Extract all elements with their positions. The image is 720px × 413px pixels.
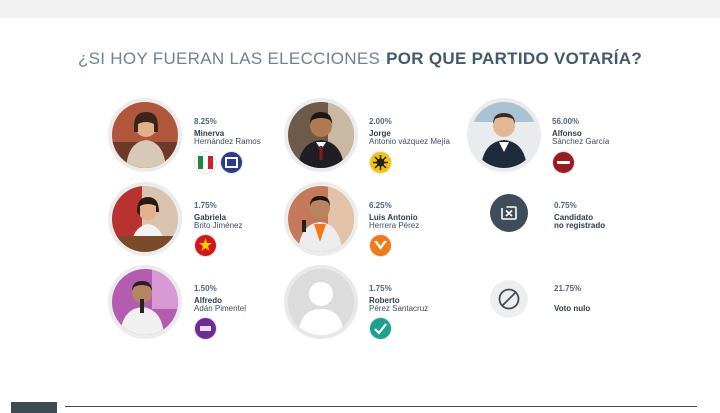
top-bar — [0, 0, 720, 18]
candidate-pct: 21.75% — [554, 284, 582, 293]
candidate-last-name: Antonio vázquez Mejía — [369, 137, 450, 146]
candidate-last-name: Adán Pimentel — [194, 304, 247, 313]
verde-logo-icon — [369, 317, 392, 340]
candidate-first-name: Minerva — [194, 129, 225, 138]
footer-block — [11, 402, 57, 413]
candidate-last-name: Herrera Pérez — [369, 221, 420, 230]
footer-divider — [65, 406, 697, 407]
candidate-pct: 0.75% — [554, 201, 577, 210]
candidate-pct: 8.25% — [194, 117, 217, 126]
morena-logo-icon — [552, 151, 575, 174]
mc-logo-icon — [369, 234, 392, 257]
candidate-first-name: Roberto — [369, 296, 400, 305]
candidate-pct: 2.00% — [369, 117, 392, 126]
candidate-first-name: Voto nulo — [554, 304, 591, 313]
pt-logo-icon — [194, 234, 217, 257]
candidate-last-name: Sánchez García — [552, 137, 610, 146]
candidate-photo-minerva — [108, 98, 182, 172]
candidate-photo-luis-antonio — [284, 182, 358, 256]
candidate-photo-alfonso — [467, 98, 541, 172]
candidate-pct: 56.00% — [552, 117, 580, 126]
title-regular: ¿SI HOY FUERAN LAS ELECCIONES — [77, 49, 381, 68]
candidate-first-name: Gabriela — [194, 213, 227, 222]
candidate-pct: 6.25% — [369, 201, 392, 210]
candidate-last-name: Brito Jiménez — [194, 221, 243, 230]
candidate-last-name: no registrado — [554, 221, 606, 230]
title-bold: POR QUE PARTIDO VOTARÍA? — [386, 49, 643, 68]
pri-logo-icon — [194, 151, 217, 174]
null-vote-icon — [490, 280, 528, 318]
candidate-photo-gabriela — [108, 182, 182, 256]
candidate-pct: 1.75% — [194, 201, 217, 210]
candidate-pct: 1.75% — [369, 284, 392, 293]
candidate-last-name: Hernández Ramos — [194, 137, 261, 146]
page-title: ¿SI HOY FUERAN LAS ELECCIONES POR QUE PAR… — [0, 49, 720, 69]
candidate-first-name: Luis Antonio — [369, 213, 418, 222]
candidate-photo-jorge — [284, 98, 358, 172]
candidate-last-name: Pérez Santacruz — [369, 304, 429, 313]
pac-logo-icon — [194, 317, 217, 340]
ballot-x-icon — [490, 194, 528, 232]
pan-logo-icon — [220, 151, 243, 174]
candidate-first-name: Candidato — [554, 213, 594, 222]
candidate-first-name: Alfredo — [194, 296, 222, 305]
candidate-pct: 1.50% — [194, 284, 217, 293]
avatar-placeholder-icon — [284, 265, 358, 339]
candidate-first-name: Alfonso — [552, 129, 582, 138]
candidate-first-name: Jorge — [369, 129, 391, 138]
prd-logo-icon — [369, 151, 392, 174]
candidate-photo-alfredo — [108, 265, 182, 339]
